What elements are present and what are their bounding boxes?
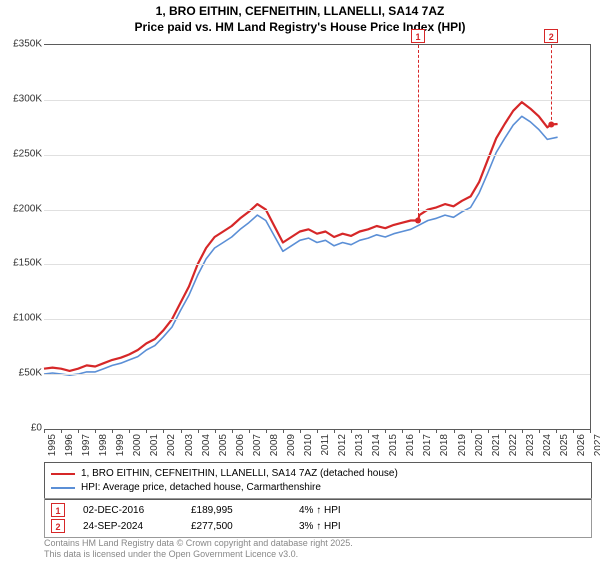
x-tick	[300, 429, 301, 433]
x-tick	[215, 429, 216, 433]
chart-container: 1, BRO EITHIN, CEFNEITHIN, LLANELLI, SA1…	[0, 0, 600, 560]
x-tick	[78, 429, 79, 433]
gridline	[44, 100, 590, 101]
y-tick-label: £250K	[0, 148, 42, 159]
x-tick	[283, 429, 284, 433]
x-tick	[232, 429, 233, 433]
y-tick-label: £150K	[0, 258, 42, 269]
attribution: Contains HM Land Registry data © Crown c…	[44, 538, 592, 561]
sale-point-row: 2 24-SEP-2024 £277,500 3% ↑ HPI	[51, 518, 585, 534]
sale-point-row: 1 02-DEC-2016 £189,995 4% ↑ HPI	[51, 502, 585, 518]
sale-point-marker: 1	[51, 503, 65, 517]
x-tick	[454, 429, 455, 433]
attribution-line-1: Contains HM Land Registry data © Crown c…	[44, 538, 592, 549]
sale-point-delta: 3% ↑ HPI	[299, 521, 389, 532]
series-price_paid	[44, 102, 558, 371]
x-tick	[385, 429, 386, 433]
sale-point-date: 02-DEC-2016	[83, 505, 173, 516]
gridline	[44, 210, 590, 211]
x-tick	[590, 429, 591, 433]
attribution-line-2: This data is licensed under the Open Gov…	[44, 549, 592, 560]
x-tick	[266, 429, 267, 433]
y-tick-label: £300K	[0, 93, 42, 104]
x-tick	[402, 429, 403, 433]
chart-title: 1, BRO EITHIN, CEFNEITHIN, LLANELLI, SA1…	[0, 0, 600, 35]
legend-swatch	[51, 473, 75, 475]
sale-point-marker: 2	[51, 519, 65, 533]
legend-row: HPI: Average price, detached house, Carm…	[51, 481, 585, 495]
sale-points-table: 1 02-DEC-2016 £189,995 4% ↑ HPI 2 24-SEP-2024…	[44, 498, 592, 538]
x-tick	[436, 429, 437, 433]
legend-label: HPI: Average price, detached house, Carm…	[81, 481, 321, 495]
x-tick	[368, 429, 369, 433]
y-tick-label: £350K	[0, 39, 42, 50]
gridline	[44, 374, 590, 375]
x-tick	[471, 429, 472, 433]
line-series-svg	[44, 45, 590, 429]
x-tick	[539, 429, 540, 433]
y-tick-label: £50K	[0, 368, 42, 379]
x-tick	[573, 429, 574, 433]
x-tick	[419, 429, 420, 433]
plot-area: 12	[44, 44, 591, 430]
legend-swatch	[51, 487, 75, 489]
gridline	[44, 319, 590, 320]
x-tick	[44, 429, 45, 433]
legend-row: 1, BRO EITHIN, CEFNEITHIN, LLANELLI, SA1…	[51, 467, 585, 481]
x-tick	[181, 429, 182, 433]
x-tick	[556, 429, 557, 433]
x-tick	[317, 429, 318, 433]
x-tick	[95, 429, 96, 433]
gridline	[44, 264, 590, 265]
legend-label: 1, BRO EITHIN, CEFNEITHIN, LLANELLI, SA1…	[81, 467, 398, 481]
gridline	[44, 155, 590, 156]
marker-line-1	[418, 45, 419, 221]
x-tick	[334, 429, 335, 433]
sale-point-price: £277,500	[191, 521, 281, 532]
x-tick	[112, 429, 113, 433]
x-tick	[351, 429, 352, 433]
x-tick	[198, 429, 199, 433]
title-line-2: Price paid vs. HM Land Registry's House …	[0, 20, 600, 36]
x-tick	[505, 429, 506, 433]
y-tick-label: £100K	[0, 313, 42, 324]
legend: 1, BRO EITHIN, CEFNEITHIN, LLANELLI, SA1…	[44, 462, 592, 500]
x-tick	[61, 429, 62, 433]
y-tick-label: £200K	[0, 203, 42, 214]
x-tick	[488, 429, 489, 433]
x-tick	[129, 429, 130, 433]
title-line-1: 1, BRO EITHIN, CEFNEITHIN, LLANELLI, SA1…	[0, 4, 600, 20]
x-tick	[146, 429, 147, 433]
sale-point-price: £189,995	[191, 505, 281, 516]
x-tick	[249, 429, 250, 433]
y-tick-label: £0	[0, 423, 42, 434]
marker-badge-1: 1	[411, 29, 425, 43]
marker-line-2	[551, 45, 552, 125]
x-tick	[163, 429, 164, 433]
sale-point-date: 24-SEP-2024	[83, 521, 173, 532]
sale-point-delta: 4% ↑ HPI	[299, 505, 389, 516]
marker-badge-2: 2	[544, 29, 558, 43]
x-tick	[522, 429, 523, 433]
x-tick-label: 2027	[593, 434, 600, 456]
